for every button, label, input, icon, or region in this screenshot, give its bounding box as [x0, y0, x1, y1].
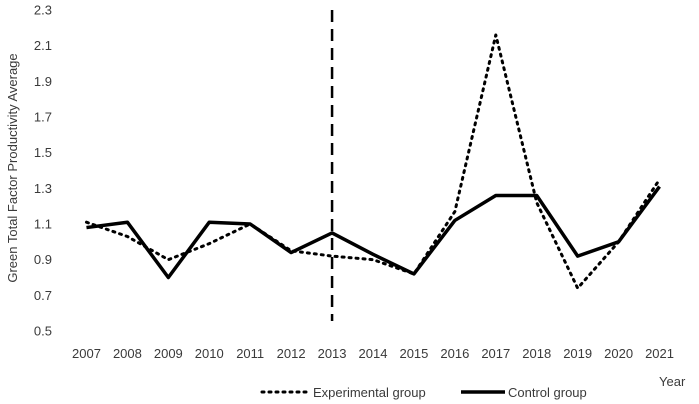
legend-label-experimental-group: Experimental group	[313, 385, 426, 400]
x-tick-label: 2007	[72, 346, 101, 361]
y-tick-label: 1.1	[34, 217, 52, 232]
x-axis-ticks: 2007 2008 2009 2010 2011 2012 2013 2014 2015 2016…	[72, 346, 674, 361]
legend: Experimental group Control group	[260, 385, 587, 400]
y-tick-label: 0.9	[34, 252, 52, 267]
x-tick-label: 2019	[563, 346, 592, 361]
series-line-experimental-group	[84, 33, 662, 290]
x-tick-label: 2015	[399, 346, 428, 361]
y-tick-label: 0.5	[34, 324, 52, 339]
y-axis-title: Green Total Factor Productivity Average	[5, 53, 20, 282]
y-axis-ticks: 0.5 0.7 0.9 1.1 1.3 1.5 1.7 1.9 2.1 2.3	[34, 3, 52, 339]
legend-label-control-group: Control group	[508, 385, 587, 400]
x-tick-label: 2009	[154, 346, 183, 361]
x-tick-label: 2013	[318, 346, 347, 361]
y-tick-label: 0.7	[34, 288, 52, 303]
x-tick-label: 2016	[440, 346, 469, 361]
x-tick-label: 2011	[236, 346, 264, 361]
x-tick-label: 2021	[645, 346, 674, 361]
x-tick-label: 2014	[359, 346, 388, 361]
x-tick-label: 2008	[113, 346, 142, 361]
y-tick-label: 1.9	[34, 74, 52, 89]
x-tick-label: 2020	[604, 346, 633, 361]
y-tick-label: 2.1	[34, 38, 52, 53]
y-tick-label: 1.3	[34, 181, 52, 196]
x-tick-label: 2018	[522, 346, 551, 361]
x-axis-title: Year	[659, 374, 686, 389]
y-tick-label: 1.5	[34, 145, 52, 160]
series-line-control-group	[86, 185, 661, 280]
y-tick-label: 2.3	[34, 3, 52, 18]
x-tick-label: 2017	[481, 346, 510, 361]
x-tick-label: 2012	[277, 346, 306, 361]
series-group	[84, 33, 662, 290]
x-tick-label: 2010	[195, 346, 224, 361]
y-tick-label: 1.7	[34, 110, 52, 125]
